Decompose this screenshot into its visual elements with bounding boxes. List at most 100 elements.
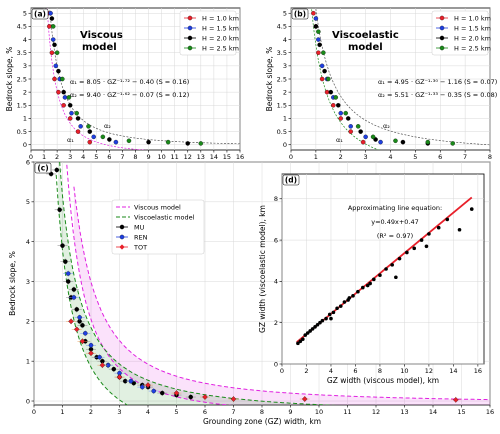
data-point — [313, 325, 317, 329]
data-point — [67, 103, 73, 108]
x-tick-label: 13 — [197, 153, 205, 161]
legend-label: H = 2.5 km — [454, 44, 491, 52]
data-point — [331, 103, 336, 108]
data-point — [336, 103, 341, 108]
data-point — [49, 16, 55, 21]
data-point — [303, 333, 308, 337]
data-point — [311, 11, 316, 16]
data-point — [128, 378, 134, 384]
data-point — [308, 329, 312, 333]
data-point-tot — [145, 382, 151, 388]
data-point — [370, 134, 376, 140]
data-point — [165, 139, 171, 145]
data-point — [54, 50, 60, 55]
data-point — [315, 322, 320, 327]
y-tick-label: 1.5 — [277, 102, 287, 110]
data-point — [327, 312, 332, 317]
equation-alpha2: α₂ = 5.51 · GZ⁻¹·³³ − 0.35 (S = 0.08) — [378, 91, 497, 99]
panel-label-box — [34, 162, 52, 174]
x-tick-label: 2 — [304, 367, 308, 375]
curve-label-alpha1: α₁ — [336, 136, 343, 144]
panel-b-title-line1: Viscoelastic — [332, 30, 399, 41]
x-tick-label: 8 — [488, 153, 492, 161]
x-tick-label: 12 — [425, 367, 433, 375]
data-point — [329, 316, 333, 321]
data-point-tot — [202, 394, 208, 400]
plot-frame — [281, 173, 485, 365]
legend-marker — [119, 234, 125, 240]
legend-marker — [187, 25, 193, 31]
data-point-tot — [79, 338, 86, 345]
fit-curve-2 — [59, 162, 337, 405]
x-tick-label: 1 — [42, 153, 46, 161]
x-tick-label: 16 — [486, 408, 494, 416]
x-tick-label: 4 — [81, 153, 85, 161]
data-point — [61, 89, 66, 95]
y-tick-label: 2 — [23, 88, 27, 96]
y-tick-label: 4 — [23, 36, 27, 44]
x-tick-label: 12 — [372, 408, 380, 416]
legend-label: H = 2.5 km — [202, 44, 239, 52]
data-point — [126, 138, 132, 144]
x-tick-label: 3 — [68, 153, 72, 161]
data-point-tot — [68, 318, 74, 325]
x-tick-label: 1 — [314, 153, 318, 161]
data-point — [316, 50, 321, 55]
data-point — [48, 11, 53, 16]
data-point — [298, 339, 303, 344]
y-axis-label: Bedrock slope, % — [5, 47, 14, 112]
data-point — [345, 116, 351, 121]
legend-marker — [119, 244, 125, 250]
data-point — [320, 318, 325, 323]
x-tick-label: 0 — [32, 408, 36, 416]
data-point — [324, 316, 328, 321]
data-point — [146, 139, 151, 145]
x-tick-label: 2 — [339, 153, 343, 161]
legend-marker — [439, 15, 445, 21]
data-point — [405, 250, 409, 255]
data-point — [384, 267, 388, 271]
y-tick-label: 8 — [274, 195, 278, 203]
x-tick-label: 16 — [236, 153, 244, 161]
data-point — [397, 256, 402, 261]
x-tick-label: 3 — [117, 408, 121, 416]
legend-label: H = 2.0 km — [202, 34, 239, 42]
x-tick-label: 10 — [315, 408, 323, 416]
fit-curve-1 — [66, 164, 232, 405]
x-tick-label: 4 — [388, 153, 392, 161]
y-tick-label: 1 — [26, 357, 30, 365]
data-point — [80, 323, 85, 328]
x-axis-label: GZ width (viscous model), km — [327, 376, 439, 385]
y-tick-label: 4 — [274, 278, 278, 286]
x-tick-label: 11 — [171, 153, 179, 161]
x-tick-label: 8 — [260, 408, 264, 416]
y-tick-label: 2 — [274, 319, 278, 327]
data-point — [319, 76, 325, 82]
x-tick-label: 7 — [231, 408, 235, 416]
legend-marker — [439, 25, 445, 31]
data-point — [338, 110, 343, 116]
x-tick-label: 6 — [438, 153, 442, 161]
data-point — [361, 285, 365, 290]
x-tick-label: 4 — [329, 367, 333, 375]
x-tick-label: 2 — [55, 153, 59, 161]
data-point — [301, 337, 305, 342]
data-point — [63, 259, 68, 264]
data-point — [74, 110, 79, 116]
annotation-r2: (R² = 0.97) — [377, 232, 413, 240]
x-tick-label: 14 — [449, 367, 457, 375]
data-point — [348, 129, 353, 134]
data-point-tot — [230, 396, 237, 402]
data-point — [313, 16, 319, 21]
data-point — [333, 95, 339, 100]
x-tick-label: 6 — [203, 408, 207, 416]
data-point — [53, 63, 59, 69]
data-point — [436, 225, 441, 230]
data-point — [49, 50, 55, 55]
x-tick-label: 0 — [289, 153, 293, 161]
y-axis-label: Bedrock slope, % — [265, 47, 274, 112]
legend-marker — [187, 35, 193, 41]
y-tick-label: 5 — [283, 10, 287, 18]
data-point — [97, 354, 102, 360]
y-tick-label: 2.5 — [17, 75, 27, 83]
